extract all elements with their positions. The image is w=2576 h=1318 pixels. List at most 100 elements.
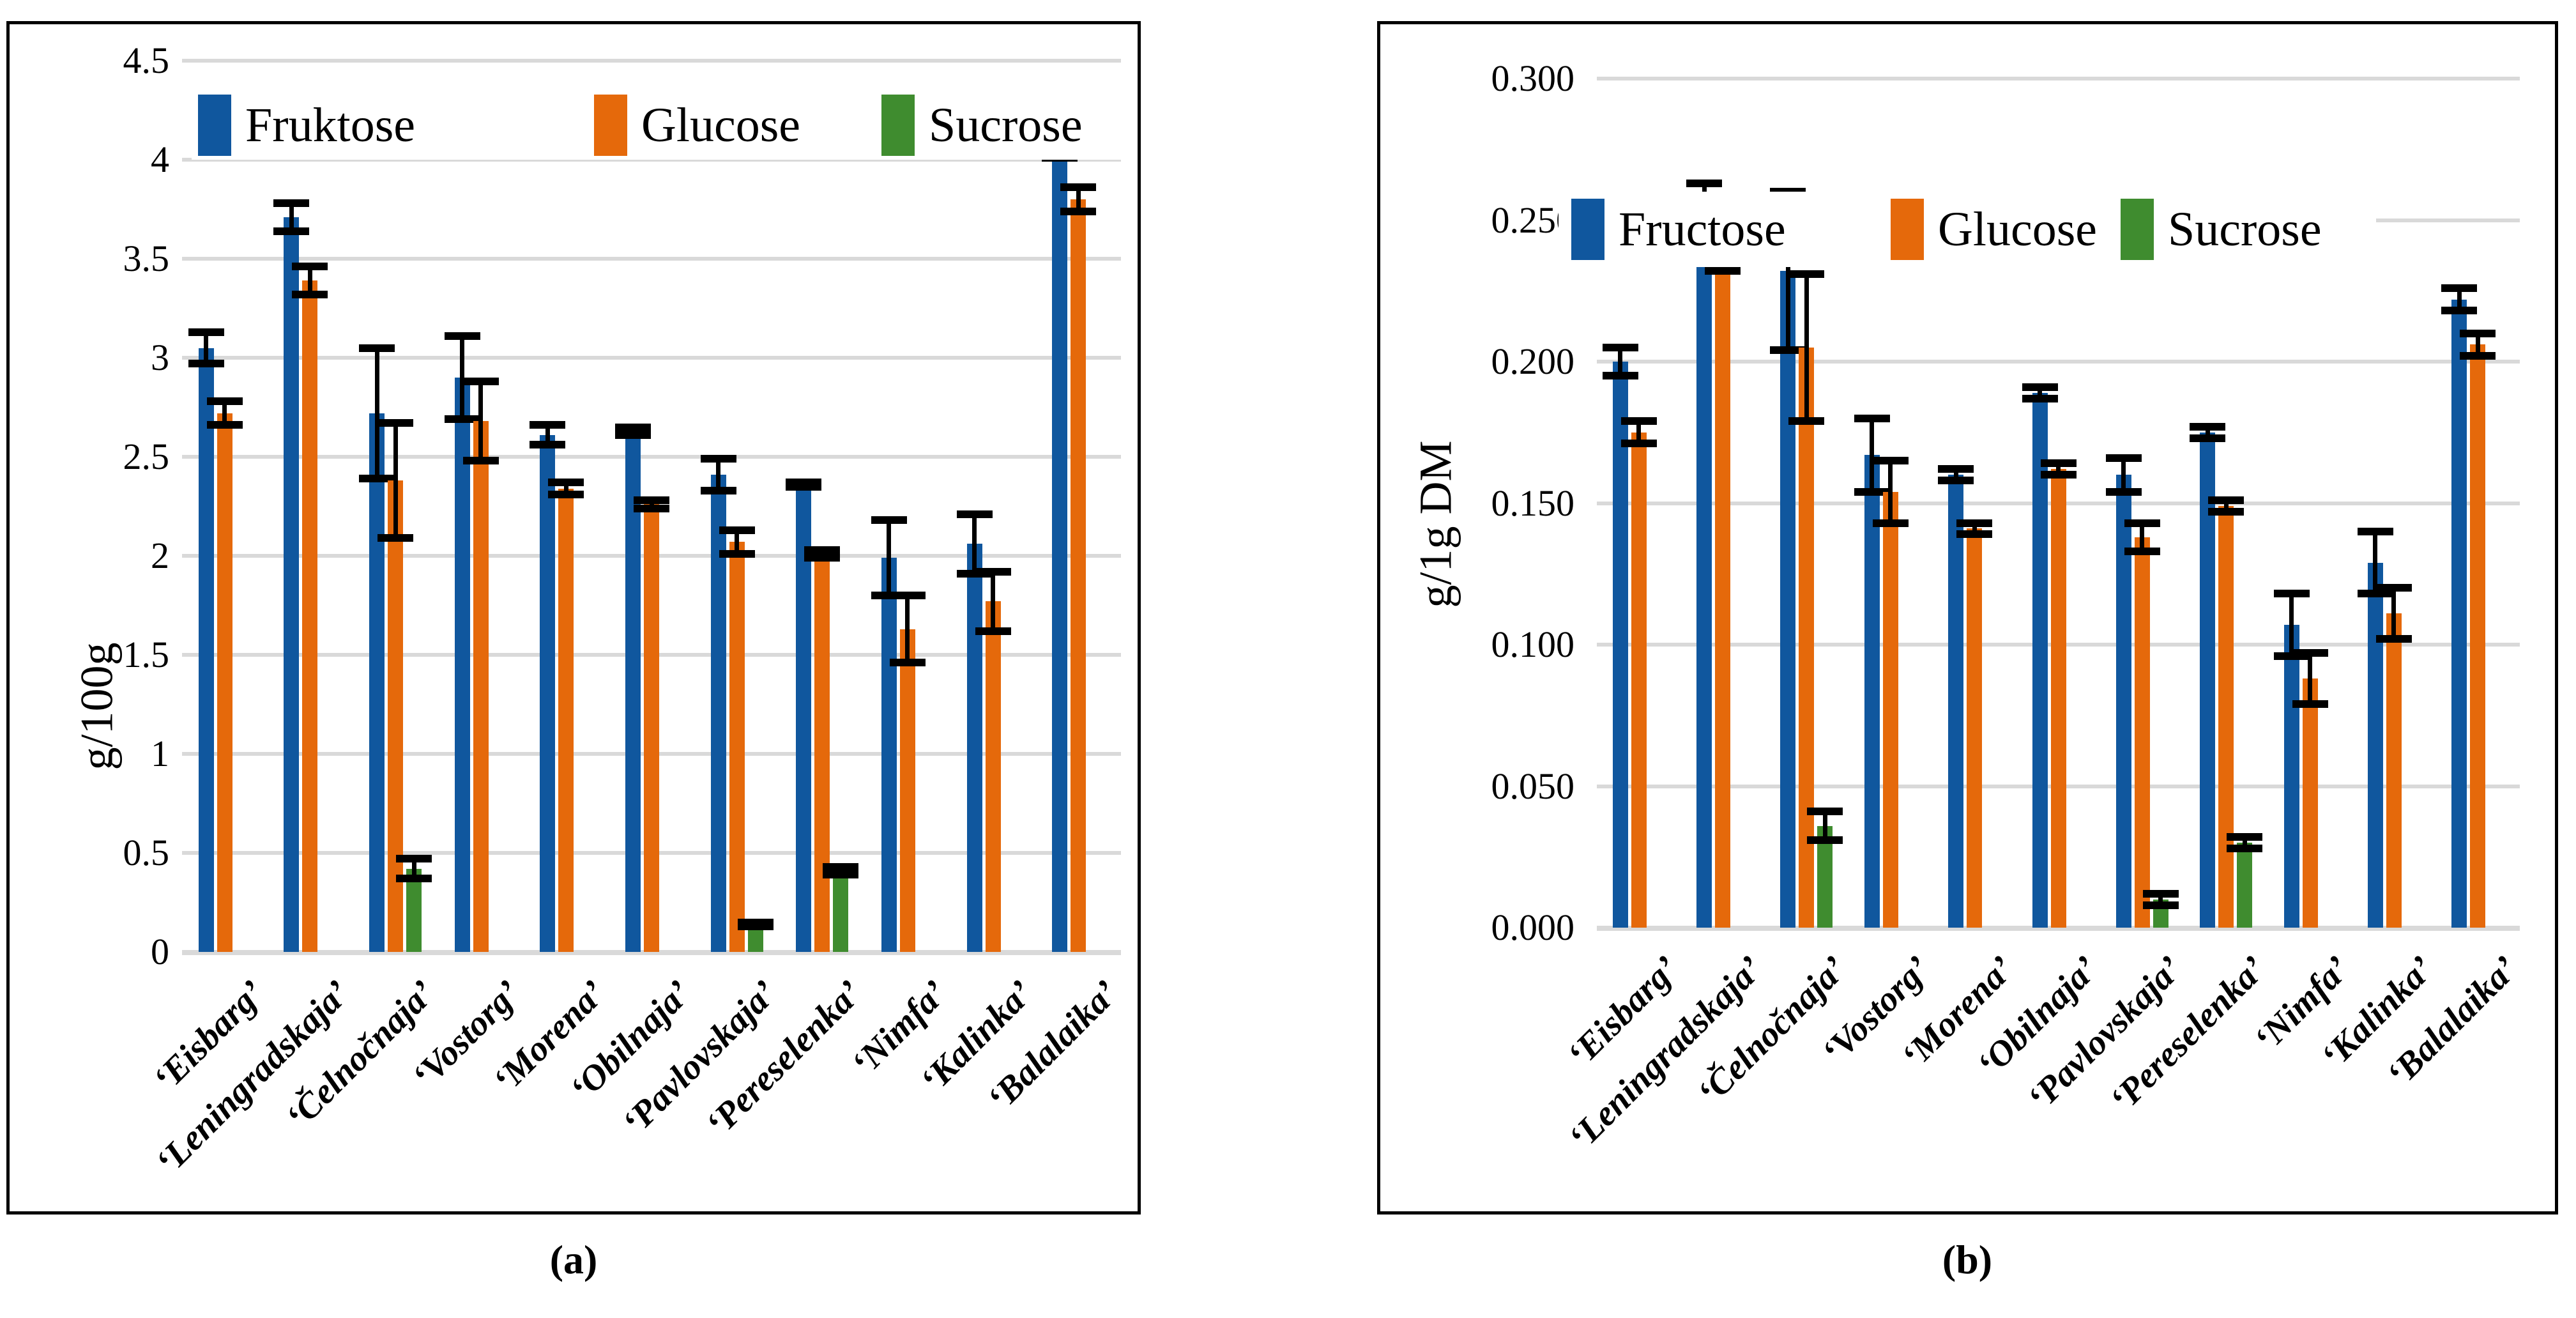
error-bar-cap — [359, 475, 395, 483]
error-bar-whisker — [2289, 594, 2294, 656]
bar-glucose — [2050, 469, 2066, 928]
error-bar-whisker — [2457, 287, 2462, 311]
error-bar-whisker — [1785, 192, 1790, 351]
bar-fructose — [2032, 392, 2048, 928]
gridline — [182, 257, 1121, 261]
error-bar-whisker — [1870, 418, 1875, 492]
bar-fruktose — [966, 544, 982, 952]
bar-fructose — [2115, 475, 2131, 928]
error-bar-cap — [2227, 844, 2263, 852]
bar-glucose — [2470, 344, 2486, 928]
bar-glucose — [814, 553, 830, 952]
error-bar-cap — [956, 510, 993, 518]
bar-fruktose — [1052, 144, 1068, 952]
error-bar-whisker — [1636, 421, 1642, 444]
error-bar-cap — [2142, 889, 2179, 898]
error-bar-whisker — [1618, 347, 1623, 376]
error-bar-cap — [206, 397, 243, 406]
error-bar-cap — [823, 871, 859, 879]
bar-glucose — [1715, 257, 1731, 928]
error-bar-cap — [2105, 454, 2142, 462]
bar-glucose — [2218, 505, 2234, 928]
error-bar-whisker — [478, 381, 484, 461]
error-bar-cap — [1705, 267, 1741, 275]
bar-fructose — [1696, 197, 1712, 928]
error-bar-cap — [2124, 547, 2160, 555]
bar-fruktose — [454, 378, 470, 952]
bar-glucose — [473, 421, 489, 952]
bar-glucose — [2134, 537, 2150, 928]
error-bar-cap — [2208, 496, 2244, 505]
error-bar-cap — [1060, 207, 1097, 215]
error-bar-whisker — [2158, 893, 2163, 905]
error-bar-cap — [2441, 284, 2478, 292]
error-bar-cap — [2190, 422, 2226, 431]
error-bar-cap — [634, 504, 669, 512]
error-bar-cap — [188, 360, 224, 368]
panel-b-border — [1377, 21, 2558, 1215]
error-bar-cap — [206, 421, 243, 429]
bar-fruktose — [198, 348, 214, 952]
error-bar-cap — [786, 482, 822, 491]
error-bar-cap — [634, 496, 669, 505]
error-bar-whisker — [1888, 461, 1893, 523]
bar-glucose — [2302, 678, 2318, 928]
error-bar-cap — [615, 423, 651, 431]
error-bar-whisker — [411, 859, 416, 879]
error-bar-cap — [975, 567, 1011, 576]
bar-glucose — [729, 542, 745, 952]
error-bar-cap — [396, 855, 432, 863]
error-bar-whisker — [649, 500, 654, 509]
error-bar-cap — [2124, 519, 2160, 527]
panel-b-caption: (b) — [1942, 1237, 1993, 1282]
y-tick-label: 1.5 — [123, 634, 170, 675]
error-bar-cap — [2441, 307, 2478, 315]
error-bar-cap — [1620, 417, 1657, 425]
error-bar-cap — [889, 592, 926, 599]
bar-sucrose — [2237, 843, 2253, 928]
error-bar-whisker — [2373, 531, 2378, 594]
legend: Fruktose Glucose Sucrose — [192, 91, 1124, 160]
bar-fruktose — [540, 434, 556, 952]
error-bar-whisker — [2140, 523, 2145, 551]
legend-swatch-fructose — [1571, 199, 1604, 260]
error-bar-cap — [2227, 833, 2263, 841]
error-bar-cap — [2375, 584, 2412, 592]
error-bar-cap — [292, 263, 328, 271]
error-bar-cap — [823, 862, 859, 871]
y-tick-label: 0.100 — [1491, 624, 1575, 665]
legend: Fructose Glucose Sucrose — [1559, 192, 2376, 267]
error-bar-cap — [1938, 477, 1974, 485]
error-bar-whisker — [887, 520, 892, 595]
error-bar-whisker — [460, 335, 465, 420]
bar-glucose — [1967, 528, 1983, 928]
bar-glucose — [1799, 347, 1815, 928]
error-bar-cap — [2375, 635, 2412, 643]
bar-glucose — [2386, 613, 2402, 928]
error-bar-whisker — [991, 571, 996, 631]
legend-item: Sucrose — [881, 91, 1083, 160]
error-bar-cap — [2040, 459, 2077, 468]
y-tick-label: 4 — [151, 139, 169, 180]
legend-label: Fructose — [1619, 202, 1786, 256]
bar-fruktose — [369, 413, 385, 952]
error-bar-cap — [615, 431, 651, 439]
error-bar-whisker — [2391, 588, 2397, 640]
bar-fructose — [2200, 432, 2216, 928]
bar-fruktose — [284, 217, 300, 952]
error-bar-whisker — [2475, 333, 2480, 356]
bar-glucose — [558, 488, 574, 952]
gridline — [182, 158, 1121, 162]
error-bar-cap — [1060, 183, 1097, 192]
error-bar-cap — [462, 457, 499, 465]
error-bar-whisker — [307, 266, 312, 295]
error-bar-cap — [2292, 649, 2328, 657]
error-bar-cap — [377, 534, 414, 542]
error-bar-whisker — [393, 423, 398, 539]
y-tick-label: 0.250 — [1491, 199, 1575, 241]
error-bar-cap — [1872, 519, 1909, 527]
error-bar-whisker — [819, 549, 825, 558]
error-bar-whisker — [630, 427, 636, 435]
error-bar-cap — [2142, 901, 2179, 909]
error-bar-whisker — [2223, 500, 2229, 512]
